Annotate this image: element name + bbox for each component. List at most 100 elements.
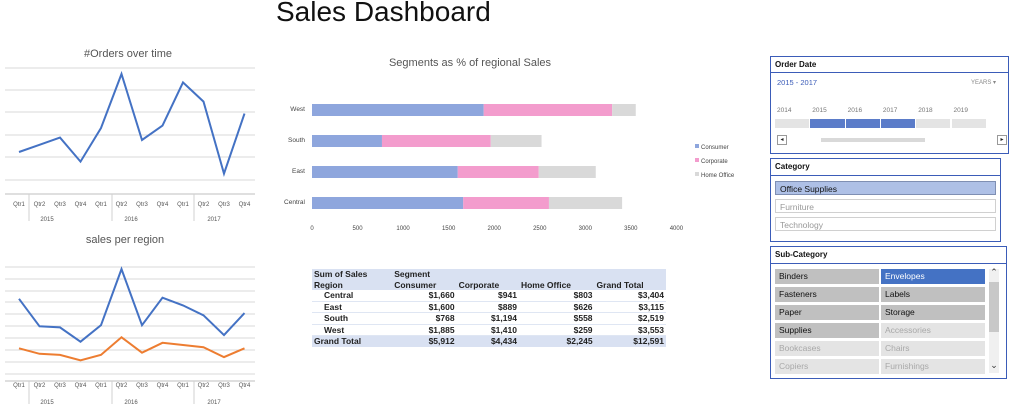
pivot-total-label: Grand Total (312, 335, 393, 347)
pivot-table: Sum of Sales Segment Region Consumer Cor… (312, 269, 666, 347)
subcategory-item-furnishings[interactable]: Furnishings (881, 359, 985, 374)
pivot-col-header: Corporate (456, 279, 519, 290)
pivot-cell: $1,410 (456, 324, 519, 336)
year-label: 2017 (207, 217, 221, 223)
region-line-chart: Qtr1 Qtr2 Qtr3 Qtr4 Qtr1 Qtr2 Qtr3 Qtr4 Qtr1 Qtr2… (5, 266, 255, 406)
time-level-label: YEARS (971, 80, 992, 86)
series-line (18, 70, 246, 177)
x-tick-label: Qtr2 (116, 383, 128, 389)
timeline-year-label: 2014 (777, 107, 792, 114)
timeline-years[interactable]: 2014 2015 2016 2017 2018 2019 (775, 107, 987, 129)
scroll-up-icon[interactable]: ⌃ (990, 267, 998, 277)
pivot-cell: $2,519 (594, 312, 666, 325)
page-title: Sales Dashboard (276, 0, 491, 27)
subcategory-item-fasteners[interactable]: Fasteners (775, 287, 879, 302)
timeline-year-bar[interactable] (951, 119, 986, 128)
category-slicer: Category Office Supplies Furniture Techn… (770, 158, 1001, 242)
pivot-cell: $768 (392, 312, 457, 325)
x-tick-label: Qtr4 (157, 202, 169, 208)
scrollbar-thumb[interactable] (989, 282, 999, 332)
segments-chart-title: Segments as % of regional Sales (388, 57, 552, 69)
x-tick-label: Qtr2 (198, 383, 210, 389)
year-label: 2017 (207, 400, 221, 406)
x-tick-label: 3000 (579, 226, 593, 232)
timeline-year-bar[interactable] (880, 119, 916, 128)
x-tick-label: Qtr3 (54, 383, 66, 389)
x-tick-label: Qtr4 (239, 202, 251, 208)
bar-segment (312, 135, 382, 147)
orders-line-chart: Qtr1 Qtr2 Qtr3 Qtr4 Qtr1 Qtr2 Qtr3 Qtr4 Qtr1 Qtr2… (5, 67, 255, 223)
x-tick-label: 0 (310, 226, 314, 232)
bar-segment (612, 104, 636, 116)
category-item-furniture[interactable]: Furniture (775, 199, 996, 213)
category-item-office-supplies[interactable]: Office Supplies (775, 181, 996, 195)
subcategory-item-labels[interactable]: Labels (881, 287, 985, 302)
category-label: South (288, 137, 305, 144)
subcategory-item-binders[interactable]: Binders (775, 269, 879, 284)
legend-label: Consumer (701, 145, 729, 151)
x-tick-label: Qtr3 (136, 383, 148, 389)
x-tick-label: Qtr2 (34, 383, 46, 389)
timeline-year-bar[interactable] (845, 119, 880, 128)
subcategory-item-supplies[interactable]: Supplies (775, 323, 879, 338)
order-date-title: Order Date (775, 60, 817, 69)
chevron-down-icon: ▾ (993, 80, 997, 86)
scroll-right-button[interactable]: ▸ (997, 135, 1007, 145)
scroll-down-icon[interactable]: ⌄ (990, 360, 998, 370)
time-level-dropdown[interactable]: YEARS ▾ (971, 79, 996, 86)
pivot-row-label: Central (312, 290, 393, 302)
pivot-row-label: South (312, 312, 393, 325)
pivot-cell: $803 (518, 290, 595, 302)
x-tick-label: Qtr1 (13, 202, 25, 208)
x-tick-label: 500 (353, 226, 364, 232)
subcategory-item-storage[interactable]: Storage (881, 305, 985, 320)
timeline-scrollbar[interactable] (821, 138, 925, 142)
region-chart-title: sales per region (85, 234, 165, 246)
subcategory-item-bookcases[interactable]: Bookcases (775, 341, 879, 356)
x-tick-label: Qtr3 (136, 202, 148, 208)
x-tick-label: Qtr4 (239, 383, 251, 389)
bar-segment (490, 135, 542, 147)
pivot-cell: $3,553 (594, 324, 666, 336)
pivot-total-cell: $5,912 (392, 335, 457, 347)
pivot-cell: $558 (518, 312, 595, 325)
category-label: West (290, 106, 305, 113)
subcategory-item-chairs[interactable]: Chairs (881, 341, 985, 356)
subcategory-slicer: Sub-Category Binders Envelopes Fasteners La… (770, 246, 1007, 379)
x-tick-label: Qtr1 (95, 202, 107, 208)
pivot-cell: $3,404 (594, 290, 666, 302)
x-tick-label: Qtr3 (218, 202, 230, 208)
bar-segment (381, 135, 491, 147)
timeline-year-bar[interactable] (775, 119, 810, 128)
x-tick-label: Qtr1 (177, 383, 189, 389)
pivot-corner: Sum of Sales (312, 269, 393, 280)
pivot-col-field[interactable]: Segment (392, 269, 457, 280)
pivot-cell: $1,885 (392, 324, 457, 336)
legend-swatch (695, 158, 699, 162)
category-item-technology[interactable]: Technology (775, 217, 996, 231)
pivot-cell: $941 (456, 290, 519, 302)
bar-segment (312, 104, 484, 116)
series-line (18, 336, 245, 362)
subcategory-item-paper[interactable]: Paper (775, 305, 879, 320)
order-date-timeline: Order Date 2015 - 2017 YEARS ▾ 2014 2015 2… (770, 56, 1009, 154)
x-tick-label: 1000 (396, 226, 410, 232)
category-title: Category (775, 162, 810, 171)
timeline-year-bar[interactable] (810, 119, 845, 128)
subcategory-item-envelopes[interactable]: Envelopes (881, 269, 985, 284)
year-label: 2016 (124, 217, 138, 223)
x-tick-label: Qtr2 (34, 202, 46, 208)
subcategory-item-copiers[interactable]: Copiers (775, 359, 879, 374)
pivot-total-cell: $12,591 (594, 335, 666, 347)
year-label: 2015 (40, 400, 54, 406)
x-tick-label: Qtr3 (218, 383, 230, 389)
pivot-row-field[interactable]: Region (312, 279, 393, 290)
year-label: 2016 (124, 400, 138, 406)
subcategory-item-accessories[interactable]: Accessories (881, 323, 985, 338)
timeline-year-label: 2016 (847, 107, 863, 114)
bar-segment (312, 197, 464, 209)
timeline-year-bar[interactable] (916, 119, 951, 128)
order-date-range: 2015 - 2017 (777, 78, 818, 87)
x-tick-label: 3500 (624, 226, 638, 232)
scroll-left-button[interactable]: ◂ (777, 135, 787, 145)
